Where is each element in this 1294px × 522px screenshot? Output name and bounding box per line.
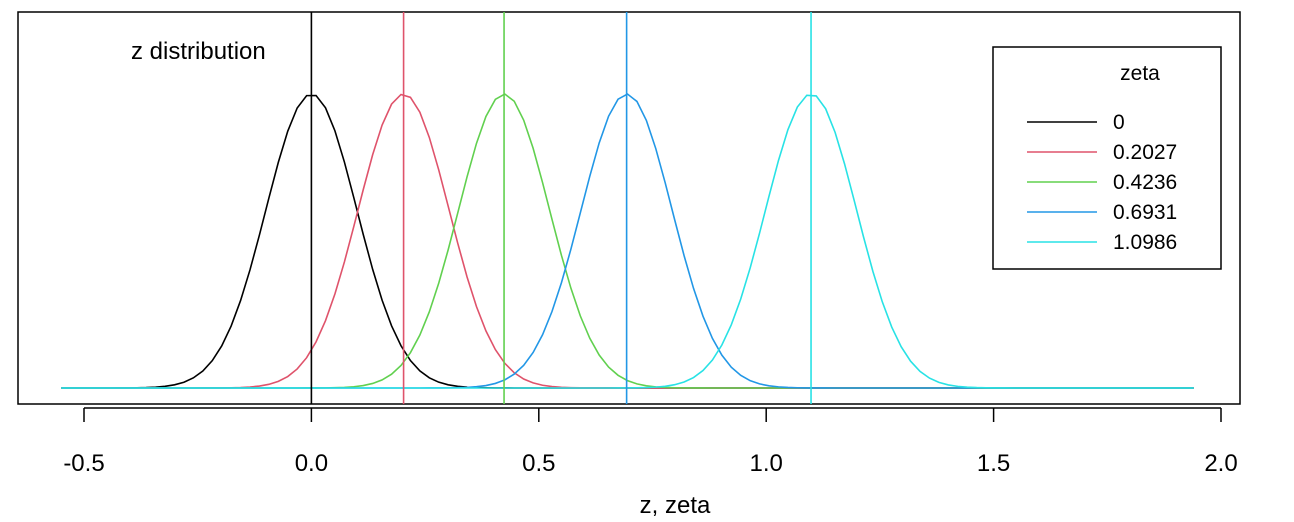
legend-box [992, 46, 1222, 270]
legend: zeta 0 0.2027 0.4236 0.6931 1.0986 [992, 46, 1222, 270]
x-tick-label: 2.0 [1204, 450, 1237, 477]
zeta-lines [310, 12, 812, 404]
plot-title: z distribution [131, 38, 266, 65]
legend-label-2: 0.4236 [1113, 171, 1177, 194]
legend-label-0: 0 [1113, 111, 1125, 134]
legend-entries: 0 0.2027 0.4236 0.6931 1.0986 [1027, 111, 1177, 254]
x-axis-ticks: -0.5 0.0 0.5 1.0 1.5 2.0 [63, 408, 1238, 477]
density-curves [61, 93, 1194, 389]
legend-label-1: 0.2027 [1113, 141, 1177, 164]
plot-frame [17, 11, 1241, 405]
legend-title: zeta [1120, 62, 1160, 85]
x-tick-label: 0.5 [522, 450, 555, 477]
legend-label-4: 1.0986 [1113, 231, 1177, 254]
x-tick-label: 0.0 [295, 450, 328, 477]
density-curve-4 [61, 94, 1194, 389]
x-axis-title: z, zeta [640, 492, 711, 519]
x-tick-label: -0.5 [63, 450, 104, 477]
x-tick-label: 1.5 [977, 450, 1010, 477]
x-tick-label: 1.0 [750, 450, 783, 477]
legend-label-3: 0.6931 [1113, 201, 1177, 224]
